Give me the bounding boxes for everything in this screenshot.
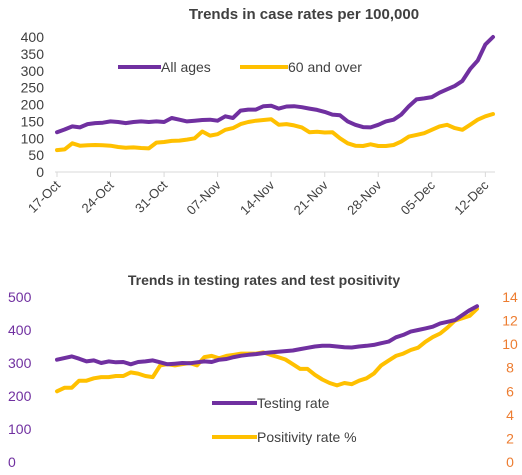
x-tick-label: 05-Dec: [398, 177, 439, 218]
series-line-testing-rate: [55, 304, 479, 367]
y-tick-label-left: 200: [8, 388, 32, 404]
case-rates-chart: Trends in case rates per 100,000 0501001…: [21, 6, 495, 218]
y-tick-label-right: 4: [506, 407, 514, 423]
y-tick-label-left: 100: [8, 421, 32, 437]
legend-label-all-ages: All ages: [161, 59, 211, 75]
y-tick-label: 250: [21, 80, 45, 96]
legend-label-positivity-rate: Positivity rate %: [257, 429, 357, 445]
x-tick-label: 07-Nov: [184, 177, 225, 218]
legend-label-60-and-over: 60 and over: [288, 59, 362, 75]
y-tick-label-right: 10: [502, 336, 518, 352]
series-line-positivity-rate-: [55, 306, 479, 394]
x-tick-label: 28-Nov: [344, 177, 385, 218]
x-tick-label: 17-Oct: [25, 177, 63, 215]
legend: All ages 60 and over: [118, 59, 362, 75]
y-tick-label: 100: [21, 130, 45, 146]
y-tick-label: 400: [21, 29, 45, 45]
y-axis-left: 0 100 200 300 400 500: [8, 289, 32, 470]
y-tick-label-right: 12: [502, 313, 518, 329]
y-tick-label-left: 400: [8, 322, 32, 338]
y-tick-label-left: 0: [8, 454, 16, 470]
x-tick-label: 12-Dec: [451, 177, 492, 218]
y-tick-label-right: 2: [506, 430, 514, 446]
y-tick-label: 150: [21, 113, 45, 129]
y-tick-label-left: 300: [8, 355, 32, 371]
y-tick-label-right: 14: [502, 289, 518, 305]
y-tick-label: 200: [21, 97, 45, 113]
plot-area: [55, 35, 495, 153]
legend-label-testing-rate: Testing rate: [257, 395, 330, 411]
chart-title: Trends in testing rates and test positiv…: [128, 272, 400, 288]
y-tick-label: 50: [28, 147, 44, 163]
y-tick-label-right: 6: [506, 383, 514, 399]
y-tick-label-left: 500: [8, 289, 32, 305]
x-tick-label: 24-Oct: [78, 177, 116, 215]
series-line-60-and-over: [55, 112, 495, 153]
x-tick-label: 21-Nov: [291, 177, 332, 218]
y-tick-label: 300: [21, 63, 45, 79]
chart-title: Trends in case rates per 100,000: [189, 6, 419, 23]
legend: Testing rate Positivity rate %: [212, 395, 357, 445]
y-tick-label-right: 8: [506, 360, 514, 376]
x-tick-label: 14-Nov: [237, 177, 278, 218]
y-axis-right: 0 2 4 6 8 10 12 14: [502, 289, 518, 470]
x-axis: 17-Oct 24-Oct 31-Oct 07-Nov 14-Nov 21-Nov 28-N…: [25, 172, 492, 218]
y-tick-label: 0: [36, 164, 44, 180]
plot-area: [55, 304, 479, 394]
series-line-all-ages: [55, 35, 495, 135]
testing-rates-chart: Trends in testing rates and test positiv…: [8, 272, 518, 470]
y-tick-label: 350: [21, 46, 45, 62]
y-tick-label-right: 0: [506, 454, 514, 470]
x-tick-label: 31-Oct: [132, 177, 170, 215]
